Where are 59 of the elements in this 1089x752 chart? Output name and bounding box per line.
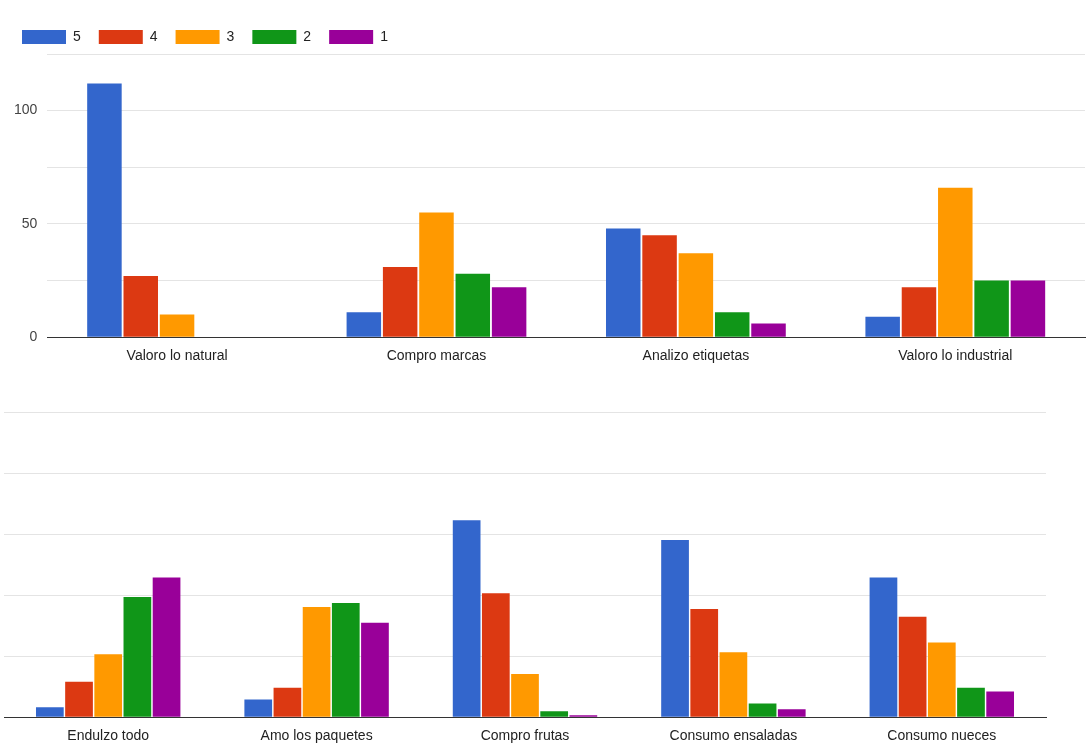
bar [452,520,481,717]
bar [273,687,302,717]
bar [986,691,1015,717]
bar [751,323,786,337]
legend-label: 5 [73,27,81,44]
bar [777,709,806,717]
bar [331,603,360,717]
bar [938,187,973,337]
bar [714,312,750,337]
bar [898,616,927,717]
legend-label: 4 [149,27,158,44]
x-tick-label: Valoro lo natural [126,347,228,364]
bar [123,276,158,337]
x-tick-label: Consumo nueces [887,727,997,744]
bar [540,711,569,717]
bar [491,287,527,337]
bar [455,273,491,337]
legend-label: 2 [303,27,312,44]
bar [927,642,956,717]
y-tick-label: 50 [21,214,38,231]
bar [94,654,123,717]
x-tick-label: Analizo etiquetas [642,347,750,364]
bar [511,673,539,717]
bar [159,314,195,337]
y-tick-label: 0 [29,328,38,345]
bar [346,312,382,337]
bar [661,539,689,717]
bar [87,83,122,337]
bar [419,212,454,337]
bar [901,287,937,337]
x-tick-label: Compro frutas [480,727,570,744]
bar [1010,280,1046,337]
bar [678,253,714,337]
bar [869,577,898,717]
bar [690,608,719,717]
bar [957,687,985,717]
y-tick-label: 100 [14,101,38,118]
bar [35,707,64,717]
x-tick-label: Amo los paquetes [260,727,373,744]
bar [974,280,1009,337]
bar [606,228,641,337]
bar [152,577,181,717]
bar [361,622,389,717]
bar [748,703,777,717]
bar [382,266,418,337]
bar [302,606,331,717]
legend-label: 3 [226,27,235,44]
bar [719,652,748,717]
bar [481,593,510,717]
bar [642,235,677,337]
legend-label: 1 [380,27,389,44]
x-tick-label: Endulzo todo [67,727,150,744]
x-tick-label: Valoro lo industrial [898,347,1013,364]
bar [244,699,273,717]
bar [65,681,93,717]
bar [123,597,152,717]
x-tick-label: Compro marcas [386,347,487,364]
x-tick-label: Consumo ensaladas [669,727,798,744]
bar [865,316,900,337]
